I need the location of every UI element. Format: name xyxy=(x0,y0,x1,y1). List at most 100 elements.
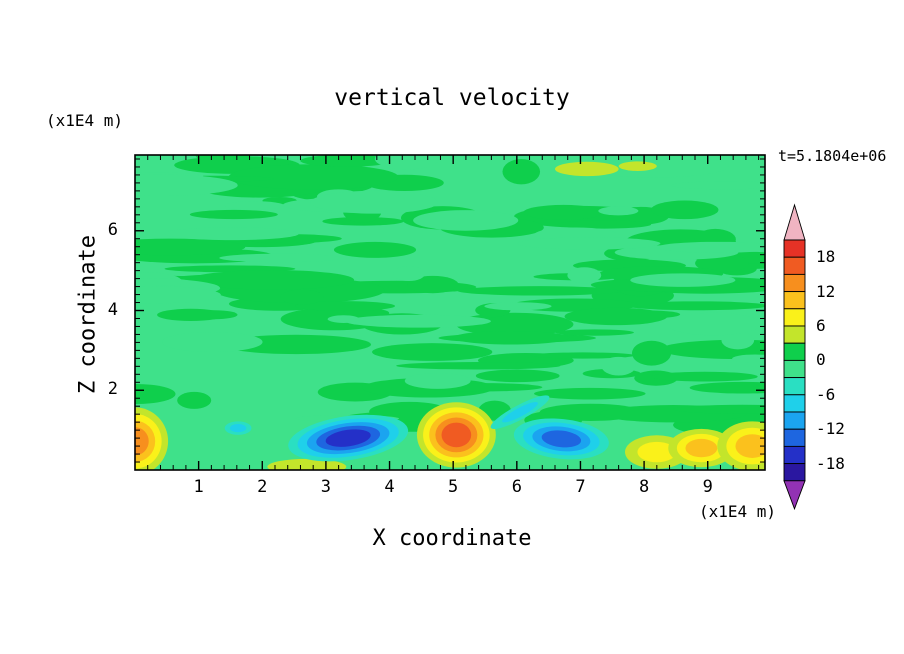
field-patch xyxy=(666,312,762,336)
time-annotation: t=5.1804e+06 xyxy=(778,147,887,165)
field-patch xyxy=(374,155,440,170)
field-patch xyxy=(557,220,652,229)
field-patch xyxy=(280,289,324,305)
field-patch xyxy=(530,352,635,359)
colorbar-segment xyxy=(783,445,806,465)
field-patch xyxy=(224,201,285,211)
field-patch xyxy=(135,238,246,256)
colorbar-segment xyxy=(783,325,806,344)
colorbar-segment xyxy=(783,239,806,258)
colorbar-segment xyxy=(783,377,806,396)
colorbar xyxy=(783,203,806,511)
field-patch xyxy=(555,329,634,336)
colorbar-tick-label: -6 xyxy=(816,384,836,404)
colorbar-segment xyxy=(783,394,806,413)
x-tick-label: 2 xyxy=(257,477,268,497)
field-patch xyxy=(601,356,636,376)
field-patch xyxy=(135,277,192,287)
field-patch xyxy=(219,253,342,263)
colorbar-tick-label: 12 xyxy=(816,281,836,301)
colorbar-segment xyxy=(783,463,806,482)
field-patch xyxy=(455,312,574,336)
colorbar-segment xyxy=(783,273,806,293)
field-patch xyxy=(295,301,396,311)
plot-border xyxy=(134,154,766,471)
contour-ring xyxy=(618,161,657,171)
field-patch xyxy=(327,315,360,323)
colorbar-segment xyxy=(783,411,806,430)
x-tick-label: 8 xyxy=(638,477,650,497)
contour-feature-downdraft-east xyxy=(513,418,609,460)
colorbar-segment xyxy=(783,359,806,379)
contour-ring xyxy=(135,427,149,456)
colorbar-segment xyxy=(783,342,806,361)
field-patch xyxy=(404,372,471,389)
contour-feature-anomaly-top-b xyxy=(618,161,657,171)
colorbar-tick-label: 18 xyxy=(816,247,836,267)
contour-feature-updraft-central xyxy=(416,402,496,468)
field-patch xyxy=(689,381,765,394)
colorbar-bottom-arrow xyxy=(783,480,806,511)
field-patch xyxy=(721,331,755,350)
field-patch xyxy=(407,275,459,294)
field-patch xyxy=(567,267,602,284)
field-patch xyxy=(189,270,355,290)
field-patch xyxy=(189,209,278,220)
x-tick-label: 3 xyxy=(320,477,332,497)
field-patch xyxy=(670,181,765,190)
field-patch xyxy=(413,210,519,231)
contour-ring xyxy=(541,430,582,448)
contour-feature-anomaly-top-a xyxy=(555,161,619,177)
x-axis-unit: (x1E4 m) xyxy=(698,502,776,521)
field-patch xyxy=(534,387,646,400)
contour-ring xyxy=(502,401,538,423)
x-tick-label: 7 xyxy=(575,477,586,497)
axis-ticks xyxy=(135,155,765,470)
colorbar-tick-label: -12 xyxy=(816,419,845,439)
contour-field xyxy=(135,155,765,470)
field-patch xyxy=(310,190,438,214)
field-patch xyxy=(177,391,212,409)
field-patch xyxy=(650,200,719,220)
field-patch xyxy=(452,330,570,345)
z-axis-unit: (x1E4 m) xyxy=(46,111,124,130)
colorbar-segment xyxy=(783,291,806,310)
contour-feature-downdraft-east-streak xyxy=(490,395,550,429)
x-tick-label: 6 xyxy=(511,477,522,497)
contour-ring xyxy=(325,429,371,447)
contour-feature-updraft-right-c xyxy=(717,421,765,470)
field-patch xyxy=(164,227,299,241)
field-patch xyxy=(372,343,493,361)
z-tick-label: 6 xyxy=(107,219,118,240)
field-patch xyxy=(333,241,417,258)
chart-title: vertical velocity xyxy=(334,85,570,111)
x-tick-label: 5 xyxy=(448,477,459,497)
x-tick-label: 9 xyxy=(702,477,713,497)
contour-feature-downdraft-west xyxy=(288,414,409,462)
field-patch xyxy=(502,159,541,185)
z-tick-label: 4 xyxy=(107,299,118,320)
contour-ring xyxy=(229,423,247,433)
contour-feature-downdraft-small-west xyxy=(224,421,252,435)
contour-ring xyxy=(685,438,718,458)
field-patch xyxy=(228,164,399,190)
field-patch xyxy=(656,241,765,253)
field-patch xyxy=(631,340,672,366)
field-patch xyxy=(135,285,221,304)
field-patch xyxy=(564,307,668,326)
contour-ring xyxy=(441,422,472,448)
field-patch xyxy=(517,237,661,250)
field-patch xyxy=(300,155,393,167)
field-patch xyxy=(732,354,765,364)
x-axis-title: X coordinate xyxy=(372,526,532,551)
x-tick-label: 4 xyxy=(384,477,395,497)
field-patch xyxy=(695,254,749,273)
field-patch xyxy=(457,286,622,296)
colorbar-tick-label: 6 xyxy=(816,316,826,335)
x-tick-label: 1 xyxy=(193,477,204,497)
contour-ring xyxy=(637,441,677,463)
field-patch xyxy=(135,384,176,405)
colorbar-tick-label: -18 xyxy=(816,453,845,473)
contour-ring xyxy=(555,161,619,177)
